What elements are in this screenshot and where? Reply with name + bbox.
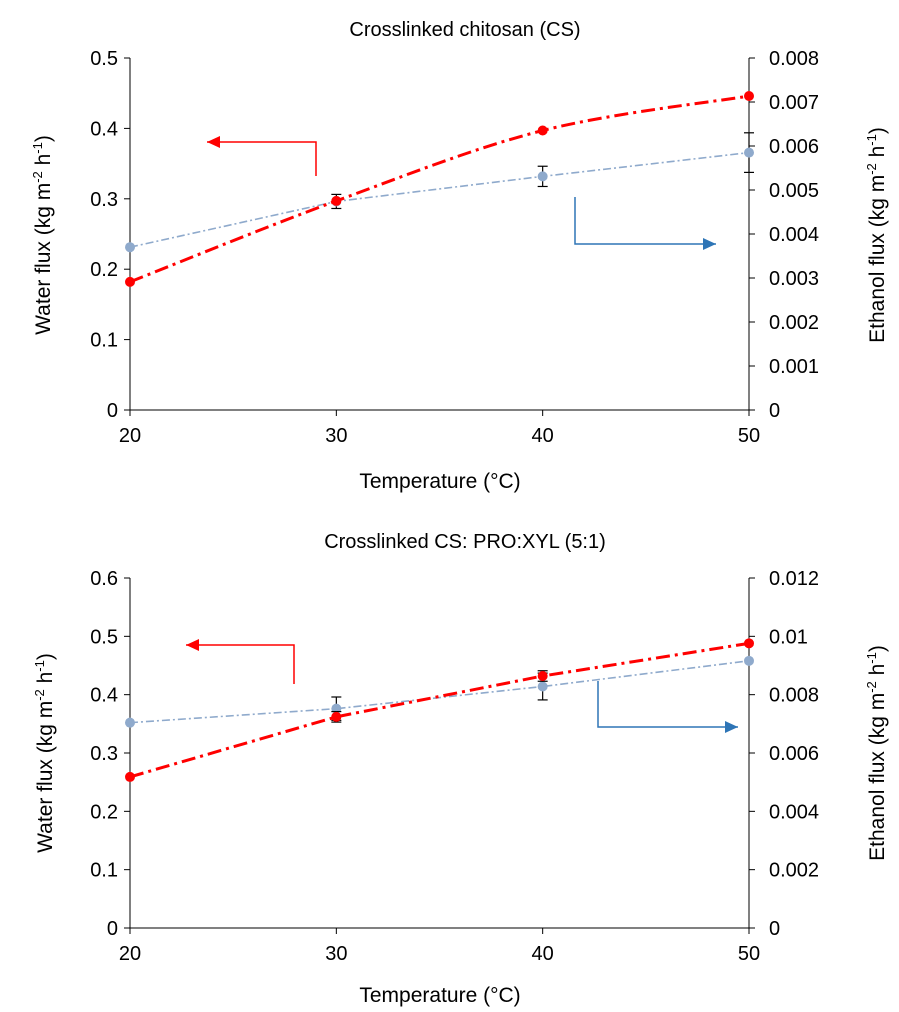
y-axis-label: Water flux (kg m-2 h-1): [30, 135, 55, 335]
y-tick-label: 0.2: [90, 259, 118, 281]
y-tick-label: 0.2: [90, 801, 118, 823]
water-axis-arrow: [207, 141, 317, 176]
water-flux-point: [331, 195, 342, 206]
y2-tick-label: 0.012: [769, 568, 819, 590]
y-tick-label: 0.5: [90, 626, 118, 648]
ethanol-flux-point: [125, 717, 135, 728]
ethanol-flux-point: [125, 242, 135, 253]
y2-axis-label: Ethanol flux (kg m-2 h-1): [864, 127, 889, 343]
y2-tick-label: 0.01: [769, 626, 808, 648]
y-tick-label: 0: [107, 918, 118, 940]
x-tick-label: 50: [738, 425, 760, 447]
water-axis-arrow: [186, 644, 295, 684]
water-flux-point: [125, 771, 135, 782]
y2-tick-label: 0.008: [769, 48, 819, 70]
y2-tick-label: 0.005: [769, 180, 819, 202]
y-tick-label: 0.3: [90, 189, 118, 211]
y2-tick-label: 0.004: [769, 801, 819, 823]
ethanol-flux-point: [537, 171, 548, 182]
x-tick-label: 20: [119, 425, 141, 447]
y-tick-label: 0.4: [90, 685, 118, 707]
water-flux-point: [744, 91, 754, 102]
water-flux-point: [125, 276, 135, 287]
chart-crosslinked-chitosan: Crosslinked chitosan (CS) 0 0.1 0.2 0.3 0.4 0…: [30, 19, 889, 493]
y2-axis-label: Ethanol flux (kg m-2 h-1): [864, 645, 889, 861]
ethanol-axis-arrow: [597, 681, 738, 728]
chart-title: Crosslinked CS: PRO:XYL (5:1): [324, 531, 606, 553]
y-tick-label: 0.5: [90, 48, 118, 70]
y2-tick-label: 0.007: [769, 92, 819, 114]
y2-tick-label: 0.008: [769, 685, 819, 707]
ethanol-flux-line: [129, 660, 750, 724]
ethanol-axis-arrowhead: [703, 238, 716, 250]
water-axis-arrowhead: [207, 136, 220, 148]
x-tick-label: 20: [119, 943, 141, 965]
chart-1-svg: Crosslinked chitosan (CS) 00.10.20.30.40…: [30, 19, 889, 493]
y2-tick-label: 0.006: [769, 743, 819, 765]
water-flux-point: [537, 671, 548, 681]
x-tick-label: 40: [532, 943, 554, 965]
water-flux-line: [129, 641, 750, 779]
x-tick-label: 50: [738, 943, 760, 965]
y2-tick-label: 0: [769, 400, 780, 422]
y2-tick-label: 0: [769, 918, 780, 940]
water-flux-point: [744, 638, 754, 649]
y-tick-label: 0.3: [90, 743, 118, 765]
ethanol-axis-arrowhead: [725, 721, 738, 733]
y-tick-label: 0.6: [90, 568, 118, 590]
ethanol-flux-line: [129, 151, 750, 248]
y2-tick-label: 0.003: [769, 268, 819, 290]
ethanol-flux-point: [744, 655, 754, 666]
x-tick-label: 40: [532, 425, 554, 447]
y-tick-label: 0: [107, 400, 118, 422]
y-axis-label: Water flux (kg m-2 h-1): [32, 653, 57, 853]
x-tick-label: 30: [325, 425, 347, 447]
ethanol-flux-point: [744, 147, 754, 158]
y2-tick-label: 0.002: [769, 860, 819, 882]
plot-area: 0 0.1 0.2 0.3 0.4 0.5 0.6 0 0.002 0.004 0.006 0.008…: [90, 568, 819, 965]
chart-2-svg: Crosslinked CS: PRO:XYL (5:1) 0 0.1 0.2 0.3…: [32, 531, 889, 1007]
chart-crosslinked-cs-pro-xyl: Crosslinked CS: PRO:XYL (5:1) 0 0.1 0.2 0.3…: [0, 506, 899, 1012]
ethanol-flux-point: [537, 681, 548, 692]
water-flux-point: [331, 711, 342, 722]
plot-area: 0 0.1 0.2 0.3 0.4 0.5 0 0.001 0.002 0.003 0.004 0.0…: [90, 48, 819, 447]
y2-tick-label: 0.004: [769, 224, 819, 246]
y2-tick-label: 0.001: [769, 356, 819, 378]
chart-title: Crosslinked chitosan (CS): [349, 19, 580, 41]
x-tick-label: 30: [325, 943, 347, 965]
y2-tick-label: 0.002: [769, 312, 819, 334]
y-tick-label: 0.1: [90, 330, 118, 352]
x-axis-label: Temperature (°C): [359, 984, 520, 1007]
y-tick-label: 0.1: [90, 860, 118, 882]
y-tick-label: 0.4: [90, 118, 118, 140]
water-flux-point: [537, 125, 548, 136]
x-axis-label: Temperature (°C): [359, 470, 520, 493]
y2-tick-label: 0.006: [769, 136, 819, 158]
water-flux-line: [129, 94, 750, 284]
ethanol-axis-arrow: [574, 197, 716, 245]
water-axis-arrowhead: [186, 639, 199, 651]
